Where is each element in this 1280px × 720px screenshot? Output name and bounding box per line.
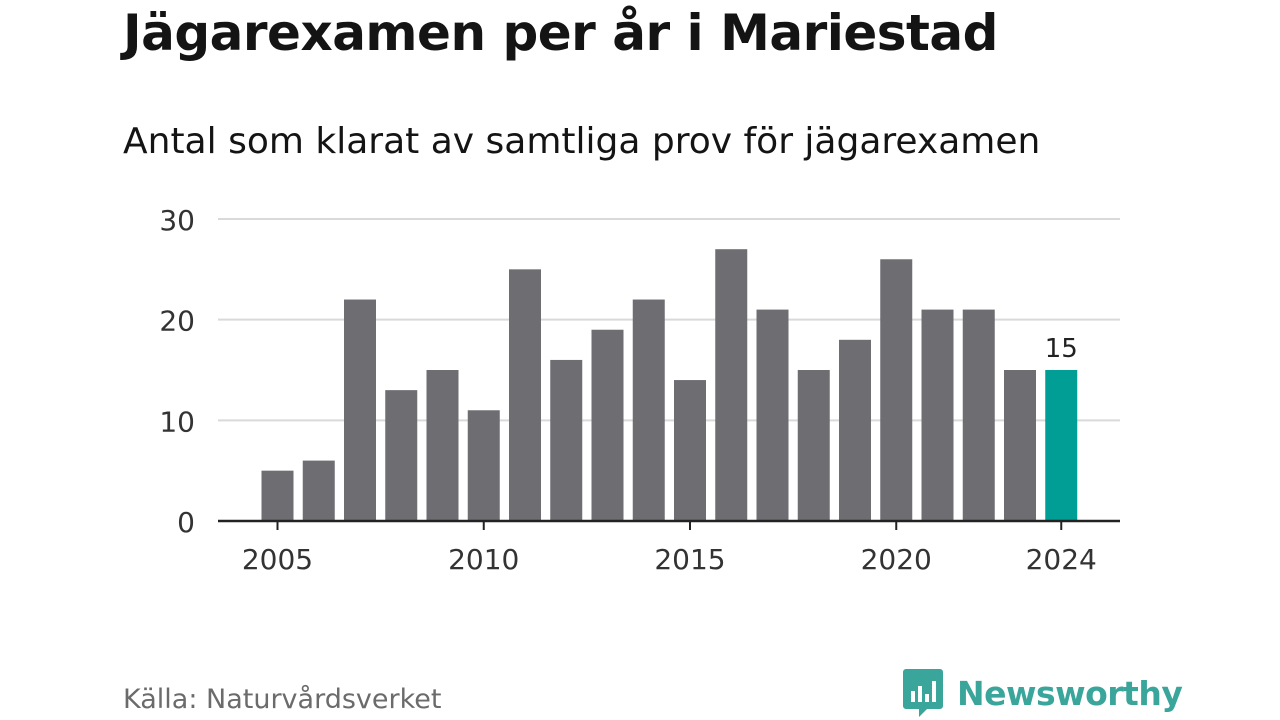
x-tick-label: 2020 bbox=[861, 543, 932, 576]
bar bbox=[1004, 370, 1036, 521]
chart-subtitle: Antal som klarat av samtliga prov för jä… bbox=[123, 121, 1041, 162]
bar bbox=[261, 470, 294, 521]
y-tick-label: 0 bbox=[177, 506, 195, 539]
bar bbox=[756, 309, 789, 521]
bar bbox=[880, 259, 913, 521]
brand-name: Newsworthy bbox=[957, 673, 1183, 713]
x-tick-label: 2015 bbox=[654, 543, 725, 576]
data-label: 15 bbox=[1045, 334, 1078, 364]
bar bbox=[344, 299, 376, 521]
highlight-bar bbox=[1045, 370, 1078, 521]
bar bbox=[385, 390, 418, 521]
bar-chart-speech-bubble-icon bbox=[903, 669, 943, 717]
x-tick-label: 2010 bbox=[448, 543, 519, 576]
bar bbox=[302, 460, 335, 521]
y-tick-label: 30 bbox=[159, 204, 195, 237]
x-tick-label: 2005 bbox=[242, 543, 313, 576]
bar bbox=[550, 359, 583, 521]
bar bbox=[839, 339, 871, 521]
bar bbox=[509, 269, 541, 521]
brand-logo[interactable]: Newsworthy bbox=[903, 669, 1183, 717]
bar bbox=[921, 309, 954, 521]
source-note: Källa: Naturvårdsverket bbox=[123, 684, 442, 715]
bar bbox=[715, 249, 748, 521]
chart-title: Jägarexamen per år i Mariestad bbox=[123, 4, 998, 62]
bar bbox=[426, 370, 459, 521]
x-tick-label: 2024 bbox=[1026, 543, 1097, 576]
y-tick-label: 10 bbox=[159, 405, 195, 438]
bar bbox=[962, 309, 995, 521]
bar bbox=[632, 299, 665, 521]
bar bbox=[591, 329, 624, 521]
bar bbox=[674, 380, 706, 521]
bar bbox=[797, 370, 830, 521]
bar bbox=[467, 410, 500, 521]
y-tick-label: 20 bbox=[159, 305, 195, 338]
